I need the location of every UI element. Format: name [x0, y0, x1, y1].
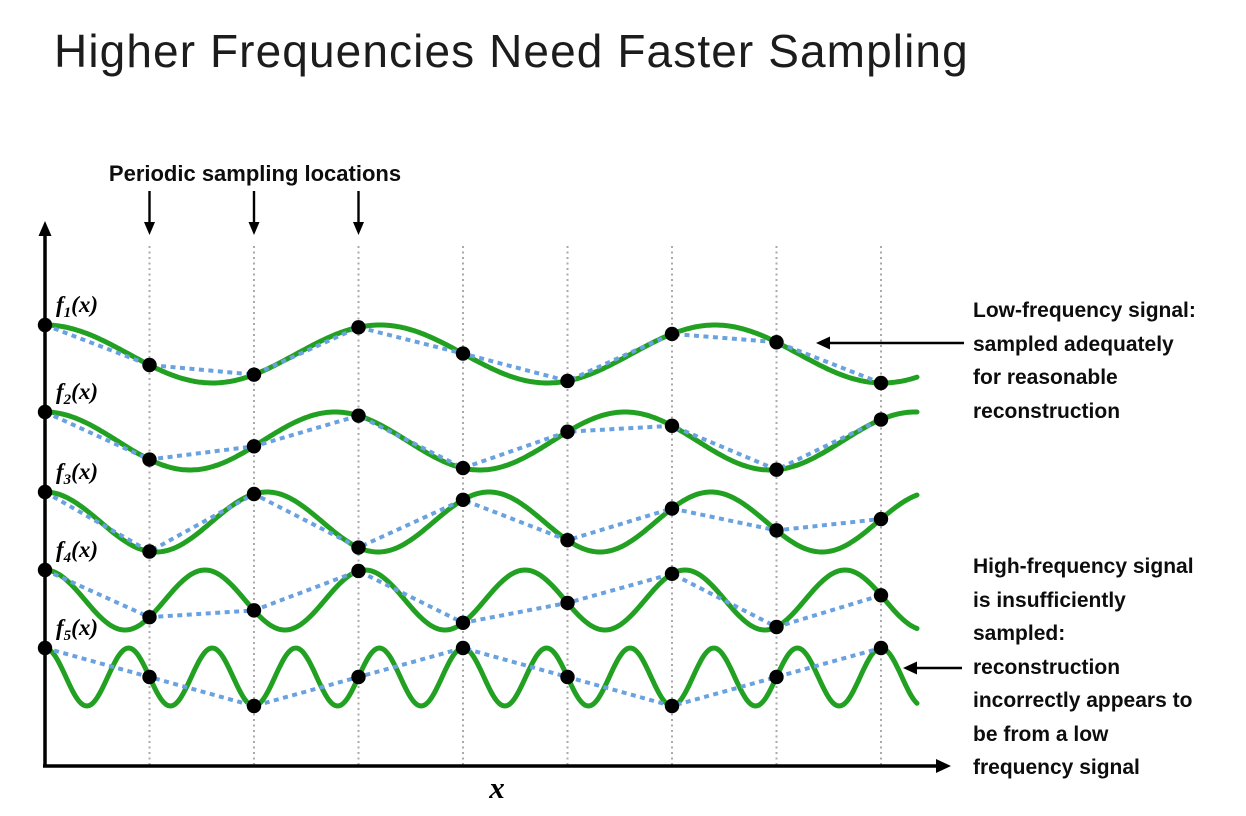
- signal-label-f4: f4(x): [56, 537, 98, 567]
- signal-curve-f1: [42, 322, 920, 386]
- sample-dot-f4: [246, 603, 262, 618]
- signal-label-subscript: 1: [63, 305, 72, 321]
- sample-dot-f2: [246, 439, 262, 454]
- sample-dot-f1: [246, 367, 262, 382]
- sample-dot-f3: [246, 486, 262, 502]
- sample-dot-f1: [873, 375, 889, 391]
- sample-dot-f2: [560, 424, 575, 439]
- sample-dot-f2: [455, 460, 471, 476]
- sample-dot-f3: [560, 532, 575, 548]
- signal-curve-f2: [42, 409, 920, 473]
- sample-dot-f5: [873, 640, 889, 656]
- sample-dot-f4: [351, 563, 366, 579]
- sample-dot-f2: [351, 408, 366, 423]
- high-frequency-arrowhead-icon: [903, 661, 917, 675]
- signal-curve-f5: [42, 645, 920, 709]
- y-axis-arrowhead-icon: [38, 221, 52, 236]
- sample-dot-f4: [455, 615, 471, 631]
- reconstruction-line-f3: [44, 490, 882, 554]
- signal-label-f: f: [56, 459, 64, 484]
- sample-dot-f5: [351, 669, 366, 685]
- sampling-label-arrowhead-icon: [248, 222, 260, 235]
- sample-dot-f1: [664, 326, 680, 342]
- signal-curve-f3: [42, 489, 920, 555]
- sample-dot-f4: [560, 595, 575, 611]
- sample-dot-f4: [142, 609, 157, 625]
- signal-label-f: f: [56, 615, 64, 640]
- sample-dot-f4: [664, 566, 680, 582]
- sample-dot-f3: [142, 544, 157, 559]
- sample-dot-f1: [142, 357, 157, 373]
- sample-dot-f1: [769, 335, 784, 350]
- signal-label-f1: f1(x): [56, 292, 98, 322]
- sample-dot-f1: [455, 346, 471, 361]
- x-axis-label: x: [489, 770, 505, 805]
- sample-dot-f5: [246, 698, 262, 714]
- x-axis-arrowhead-icon: [936, 759, 951, 773]
- signal-label-arg: (x): [71, 379, 98, 404]
- sampling-label-arrowhead-icon: [144, 222, 155, 235]
- signal-label-f: f: [56, 292, 64, 317]
- sample-dot-f2: [142, 452, 157, 467]
- signal-label-subscript: 2: [63, 392, 72, 408]
- sample-dot-f4: [873, 588, 889, 603]
- signal-label-arg: (x): [71, 615, 98, 640]
- high-frequency-note: High-frequency signal is insufficiently …: [973, 555, 1194, 779]
- page-title: Higher Frequencies Need Faster Sampling: [54, 25, 969, 77]
- signal-label-f: f: [56, 537, 64, 562]
- sample-dot-f1: [560, 373, 575, 389]
- signal-label-subscript: 5: [63, 628, 72, 644]
- sample-dot-f3: [664, 501, 680, 516]
- sample-dot-f5: [664, 698, 680, 714]
- sample-dot-f1: [351, 320, 366, 335]
- sample-dot-f5: [455, 640, 471, 656]
- signal-label-arg: (x): [71, 537, 98, 562]
- signal-label-arg: (x): [71, 292, 98, 317]
- signal-label-f5: f5(x): [56, 615, 98, 645]
- sample-dot-f2: [873, 412, 889, 427]
- sample-dot-f3: [769, 523, 784, 538]
- reconstruction-line-f5: [44, 645, 882, 709]
- low-frequency-arrowhead-icon: [816, 336, 830, 350]
- low-frequency-note: Low-frequency signal: sampled adequately…: [973, 299, 1196, 423]
- signal-label-subscript: 4: [63, 550, 72, 566]
- sample-dot-f5: [560, 669, 575, 685]
- sample-dot-f5: [142, 669, 157, 685]
- sample-dot-f4: [769, 619, 784, 635]
- sample-dot-f2: [769, 462, 784, 477]
- sample-dot-f3: [455, 492, 471, 507]
- sample-dot-f5: [769, 669, 784, 685]
- sample-dot-f2: [664, 418, 680, 433]
- sampling-label-arrowhead-icon: [353, 222, 364, 235]
- signal-label-f2: f2(x): [56, 379, 98, 409]
- signal-label-f3: f3(x): [56, 459, 98, 489]
- sample-dot-f3: [873, 511, 889, 527]
- sample-dot-f3: [351, 540, 366, 555]
- signal-label-subscript: 3: [63, 472, 72, 488]
- signal-label-arg: (x): [71, 459, 98, 484]
- sampling-locations-label: Periodic sampling locations: [108, 161, 402, 186]
- signal-label-f: f: [56, 379, 64, 404]
